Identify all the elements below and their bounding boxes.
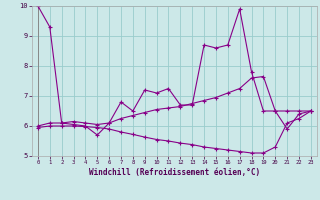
X-axis label: Windchill (Refroidissement éolien,°C): Windchill (Refroidissement éolien,°C) xyxy=(89,168,260,177)
